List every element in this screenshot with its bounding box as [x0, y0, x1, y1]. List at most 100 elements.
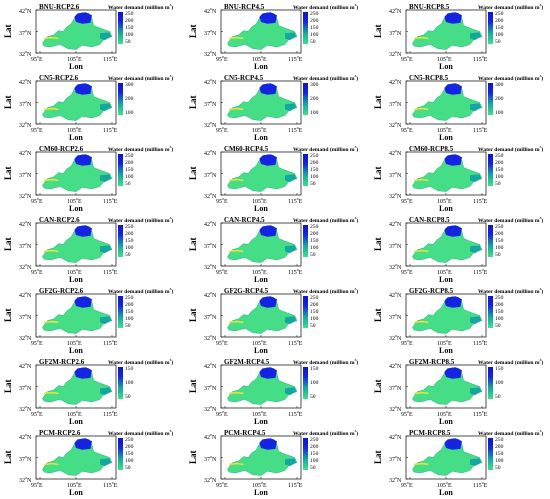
high-demand-region: [444, 154, 462, 166]
x-axis-label: Lon: [254, 275, 268, 284]
east-region: [285, 174, 297, 183]
y-axis-label: Lat: [188, 95, 198, 110]
legend-title: Water demand (million m3): [478, 358, 544, 366]
lat-tick-label: 32oN: [19, 191, 32, 200]
lon-tick-label: 105oE: [252, 267, 267, 276]
lon-tick-label: 115oE: [288, 338, 303, 347]
high-demand-region: [74, 154, 92, 166]
colorbar-tick-label: 250: [125, 153, 134, 159]
y-axis-label: Lat: [188, 166, 198, 181]
map-svg: [405, 435, 493, 480]
y-axis-label: Lat: [373, 379, 383, 394]
lon-tick-label: 115oE: [288, 267, 303, 276]
lon-tick-label: 115oE: [473, 196, 488, 205]
colorbar-tick-label: 50: [310, 181, 316, 187]
colorbar-tick-label: 250: [125, 11, 134, 17]
panel-title: GF2G-RCP4.5: [224, 287, 269, 295]
lon-tick-label: 95oE: [401, 54, 413, 63]
panel-title: GF2M-RCP4.5: [224, 358, 270, 366]
river-line: [43, 249, 59, 253]
x-axis-label: Lon: [254, 204, 268, 213]
lat-tick-label: 37oN: [389, 382, 402, 392]
y-axis-label: Lat: [188, 450, 198, 465]
colorbar-tick-label: 150: [495, 451, 504, 457]
basin-region: [42, 367, 113, 405]
high-demand-region: [444, 367, 462, 379]
lat-tick-label: 42oN: [389, 6, 402, 15]
colorbar-tick-label: 250: [495, 11, 504, 17]
colorbar: [303, 438, 308, 470]
lon-tick-label: 115oE: [103, 125, 118, 134]
lon-tick-label: 95oE: [31, 54, 43, 63]
x-axis-label: Lon: [254, 346, 268, 355]
lat-tick-label: 42oN: [204, 6, 217, 15]
colorbar-tick-label: 50: [125, 465, 131, 471]
river-line: [228, 36, 244, 40]
x-axis-label: Lon: [439, 275, 453, 284]
basin-region: [42, 438, 113, 476]
basin-region: [42, 296, 113, 334]
colorbar-tick-label: 50: [125, 323, 131, 329]
lon-tick-label: 115oE: [288, 409, 303, 418]
lat-tick-label: 32oN: [204, 262, 217, 271]
map-svg: [35, 435, 123, 480]
colorbar-tick-label: 150: [125, 366, 134, 372]
panel-title: CM60-RCP2.6: [39, 145, 84, 153]
east-region: [285, 32, 297, 41]
east-region: [470, 32, 482, 41]
map-panel: 42oN 37oN 32oN 95oE 105oE 115oE Lat Lon CM60-RCP…: [370, 144, 550, 215]
colorbar-tick-label: 200: [125, 231, 134, 237]
map-panel: 42oN 37oN 32oN 95oE 105oE 115oE Lat Lon PCM-RCP8…: [370, 428, 550, 499]
colorbar-tick-label: 200: [495, 18, 504, 24]
lat-tick-label: 32oN: [389, 475, 402, 484]
lat-tick-label: 42oN: [19, 219, 32, 228]
colorbar-tick-label: 100: [125, 245, 134, 251]
lat-tick-label: 32oN: [19, 475, 32, 484]
lon-tick-label: 115oE: [473, 338, 488, 347]
lon-tick-label: 115oE: [288, 196, 303, 205]
colorbar: [488, 225, 493, 257]
river-line: [228, 107, 244, 111]
map-panel: 42oN 37oN 32oN 95oE 105oE 115oE Lat Lon CN5-RCP4…: [185, 73, 368, 144]
legend-title: Water demand (million m3): [293, 358, 359, 366]
east-region: [470, 103, 482, 112]
lat-tick-label: 42oN: [19, 290, 32, 299]
map-svg: [35, 222, 123, 267]
panel-title: BNU-RCP4.5: [224, 3, 265, 11]
east-region: [470, 245, 482, 254]
colorbar-tick-label: 50: [495, 465, 501, 471]
lat-tick-label: 37oN: [19, 169, 32, 179]
map-panel: 42oN 37oN 32oN 95oE 105oE 115oE Lat Lon CAN-RCP2…: [0, 215, 183, 286]
panel-title: PCM-RCP2.6: [39, 429, 81, 437]
lat-tick-label: 32oN: [204, 191, 217, 200]
lon-tick-label: 105oE: [67, 338, 82, 347]
legend-title: Water demand (million m3): [478, 74, 544, 82]
east-region: [100, 387, 112, 396]
lon-tick-label: 115oE: [103, 196, 118, 205]
colorbar-tick-label: 50: [125, 181, 131, 187]
colorbar: [488, 12, 493, 44]
colorbar-tick-label: 100: [125, 316, 134, 322]
basin-region: [227, 438, 298, 476]
lon-tick-label: 105oE: [67, 196, 82, 205]
lon-tick-label: 95oE: [401, 196, 413, 205]
lat-tick-label: 42oN: [204, 219, 217, 228]
lon-tick-label: 115oE: [103, 338, 118, 347]
y-axis-label: Lat: [373, 308, 383, 323]
river-line: [413, 391, 429, 395]
lat-tick-label: 42oN: [389, 361, 402, 370]
map-svg: [405, 151, 493, 196]
lon-tick-label: 115oE: [473, 125, 488, 134]
lon-tick-label: 105oE: [67, 54, 82, 63]
colorbar-tick-label: 100: [495, 458, 504, 464]
lat-tick-label: 37oN: [389, 98, 402, 108]
colorbar-tick-label: 100: [310, 174, 319, 180]
map-panel: 42oN 37oN 32oN 95oE 105oE 115oE Lat Lon CN5-RCP8…: [370, 73, 550, 144]
colorbar-tick-label: 200: [125, 160, 134, 166]
colorbar-tick-label: 250: [310, 153, 319, 159]
lon-tick-label: 95oE: [401, 409, 413, 418]
lat-tick-label: 42oN: [389, 77, 402, 86]
colorbar-tick-label: 150: [310, 167, 319, 173]
panel-title: CN5-RCP2.6: [39, 74, 79, 82]
map-svg: [220, 435, 308, 480]
